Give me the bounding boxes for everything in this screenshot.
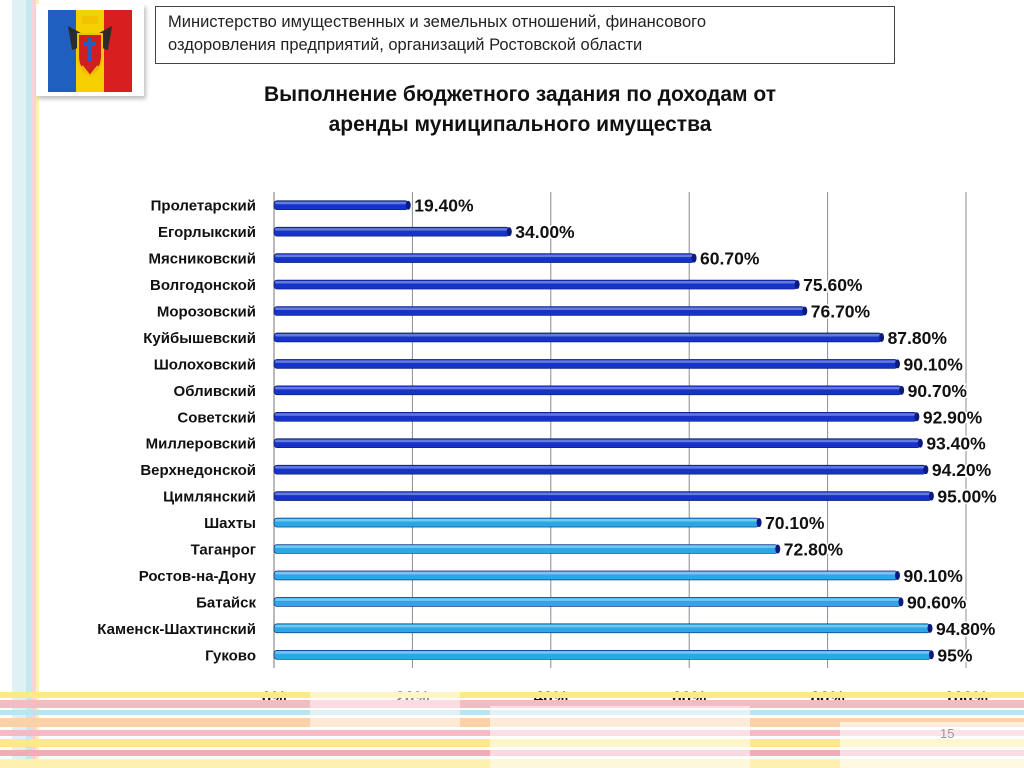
rostov-oblast-coat-of-arms-icon — [48, 10, 132, 92]
data-label: 70.10% — [765, 513, 825, 533]
category-label: Куйбышевский — [143, 330, 256, 347]
bar-end-cap — [775, 544, 781, 554]
category-label: Шахты — [204, 515, 256, 532]
bar-highlight — [275, 228, 509, 231]
data-label: 34.00% — [515, 222, 575, 242]
bar-highlight — [275, 651, 931, 654]
decor-stripe-left — [12, 0, 26, 768]
bar-end-cap — [928, 491, 934, 501]
page-number: 15 — [940, 726, 955, 741]
bar-end-cap — [506, 227, 512, 237]
chart-title-line1: Выполнение бюджетного задания по доходам… — [264, 83, 776, 106]
data-label: 75.60% — [803, 275, 863, 295]
data-label: 87.80% — [888, 328, 948, 348]
data-label: 95% — [937, 645, 972, 665]
category-label: Егорлыкский — [158, 224, 256, 241]
bar-highlight — [275, 598, 900, 601]
bar-end-cap — [894, 570, 900, 580]
data-label: 72.80% — [784, 540, 844, 560]
bar-end-cap — [928, 650, 934, 660]
bar-end-cap — [756, 518, 762, 528]
data-label: 90.70% — [908, 381, 968, 401]
category-label: Шолоховский — [154, 356, 256, 373]
category-label: Цимлянский — [163, 489, 256, 506]
data-label: 95.00% — [937, 487, 997, 507]
bar-end-cap — [879, 332, 885, 342]
decor-bottom-stripes — [0, 692, 1024, 768]
data-label: 94.20% — [932, 460, 992, 480]
bar-highlight — [275, 571, 897, 575]
logo — [36, 4, 144, 96]
bar-highlight — [275, 492, 931, 496]
bar-highlight — [275, 624, 930, 628]
category-label: Ростов-на-Дону — [139, 568, 257, 585]
bar-highlight — [275, 386, 901, 390]
data-label: 19.40% — [414, 196, 474, 216]
bar-highlight — [275, 281, 797, 284]
ministry-header-line2: оздоровления предприятий, организаций Ро… — [168, 36, 643, 54]
category-label: Волгодонской — [150, 277, 256, 294]
bar-highlight — [275, 201, 408, 205]
bar-end-cap — [898, 597, 904, 607]
category-label: Таганрог — [191, 542, 256, 559]
bar-end-cap — [894, 359, 900, 369]
bar-end-cap — [923, 465, 929, 475]
category-label: Обливский — [174, 383, 256, 400]
data-label: 94.80% — [936, 619, 996, 639]
bar-end-cap — [927, 623, 933, 633]
category-label: Батайск — [196, 594, 256, 611]
data-label: 76.70% — [811, 302, 871, 322]
chart-title-line2: аренды муниципального имущества — [328, 113, 712, 136]
bar-highlight — [275, 466, 925, 469]
bar-highlight — [275, 360, 897, 363]
category-label: Морозовский — [157, 304, 256, 321]
category-label: Пролетарский — [151, 198, 256, 215]
data-label: 90.10% — [903, 566, 963, 586]
data-label: 92.90% — [923, 407, 983, 427]
bar-end-cap — [794, 280, 800, 290]
category-label: Мясниковский — [149, 251, 256, 268]
decor-stripe-pink — [32, 0, 36, 768]
category-label: Каменск-Шахтинский — [97, 621, 256, 638]
bar-highlight — [275, 333, 881, 337]
bar-end-cap — [405, 200, 411, 210]
data-label: 93.40% — [926, 434, 986, 454]
bar-highlight — [275, 545, 777, 548]
ministry-header: Министерство имущественных и земельных о… — [155, 6, 895, 64]
bar-end-cap — [691, 253, 697, 263]
bar-highlight — [275, 254, 694, 258]
bar-highlight — [275, 519, 759, 522]
bar-end-cap — [914, 412, 920, 422]
decor-stripe-cyan — [26, 0, 32, 768]
data-label: 90.10% — [903, 354, 963, 374]
decor-stripe-yellow — [36, 0, 39, 768]
bar-end-cap — [899, 385, 905, 395]
category-label: Гуково — [205, 647, 256, 664]
bar-end-cap — [802, 306, 808, 316]
data-label: 90.60% — [907, 592, 967, 612]
data-label: 60.70% — [700, 249, 760, 269]
category-label: Советский — [177, 409, 256, 426]
bar-highlight — [275, 307, 804, 310]
category-label: Миллеровский — [146, 436, 256, 453]
chart-title: Выполнение бюджетного задания по доходам… — [160, 80, 880, 140]
bar-highlight — [275, 439, 920, 443]
bar-highlight — [275, 413, 916, 416]
category-label: Верхнедонской — [140, 462, 256, 479]
bar-end-cap — [917, 438, 923, 448]
ministry-header-line1: Министерство имущественных и земельных о… — [168, 13, 706, 31]
